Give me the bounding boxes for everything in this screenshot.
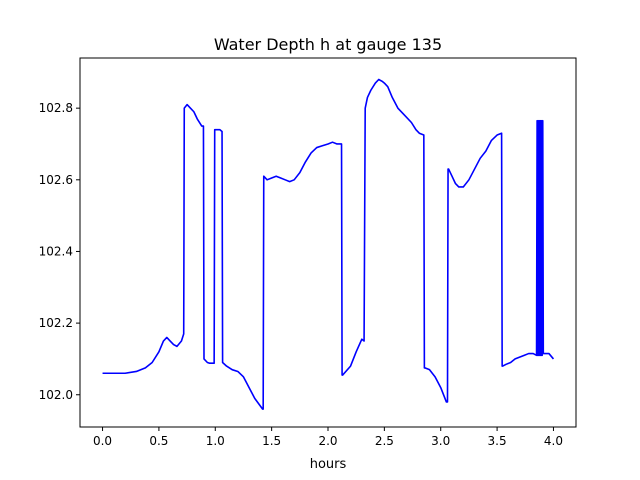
x-tick-label: 1.5 [262, 434, 281, 448]
x-tick-label: 1.0 [206, 434, 225, 448]
chart-title: Water Depth h at gauge 135 [214, 35, 442, 54]
plot-area [80, 58, 576, 427]
y-tick-label: 102.6 [39, 173, 73, 187]
x-tick-label: 2.5 [375, 434, 394, 448]
x-tick-label: 4.0 [544, 434, 563, 448]
y-tick-label: 102.8 [39, 101, 73, 115]
y-axis-ticks: 102.0 102.2 102.4 102.6 102.8 [39, 101, 80, 402]
x-tick-label: 0.5 [149, 434, 168, 448]
y-tick-label: 102.4 [39, 244, 73, 258]
y-tick-label: 102.2 [39, 316, 73, 330]
x-axis-ticks: 0.0 0.5 1.0 1.5 2.0 2.5 3.0 3.5 4.0 [93, 427, 563, 448]
x-tick-label: 3.5 [488, 434, 507, 448]
x-tick-label: 2.0 [318, 434, 337, 448]
x-tick-label: 3.0 [431, 434, 450, 448]
y-tick-label: 102.0 [39, 388, 73, 402]
series-line [102, 78, 555, 410]
x-tick-label: 0.0 [93, 434, 112, 448]
x-axis-label: hours [310, 457, 347, 472]
